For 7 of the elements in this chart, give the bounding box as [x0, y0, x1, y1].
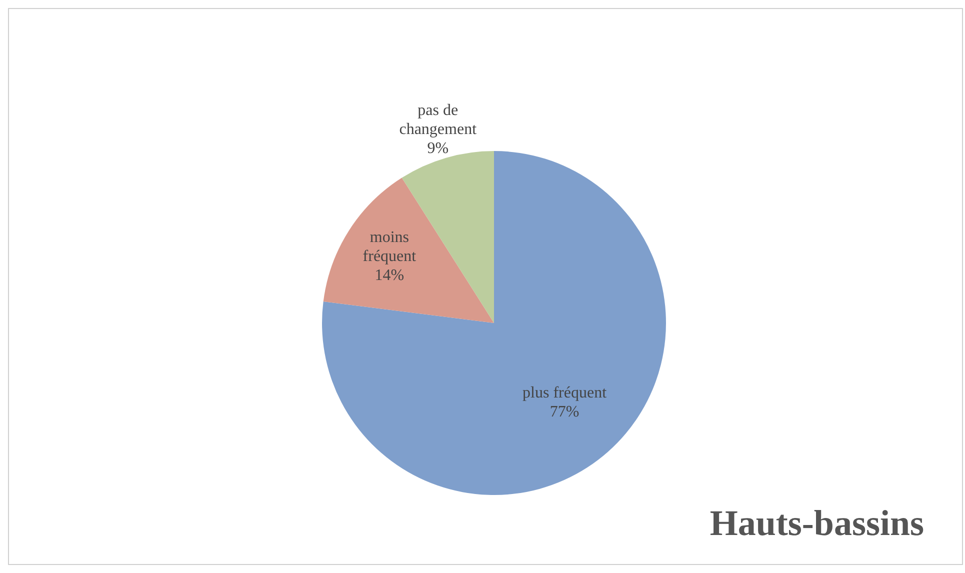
slice-label: plus fréquent: [522, 384, 608, 402]
data-label: 14%: [374, 266, 404, 284]
data-label: 77%: [550, 404, 580, 421]
slice-label: pas de changement: [399, 102, 478, 138]
text: Hauts-bassins: [710, 502, 924, 544]
slice-label: moins fréquent: [362, 228, 417, 265]
data-label: 9%: [427, 140, 449, 157]
